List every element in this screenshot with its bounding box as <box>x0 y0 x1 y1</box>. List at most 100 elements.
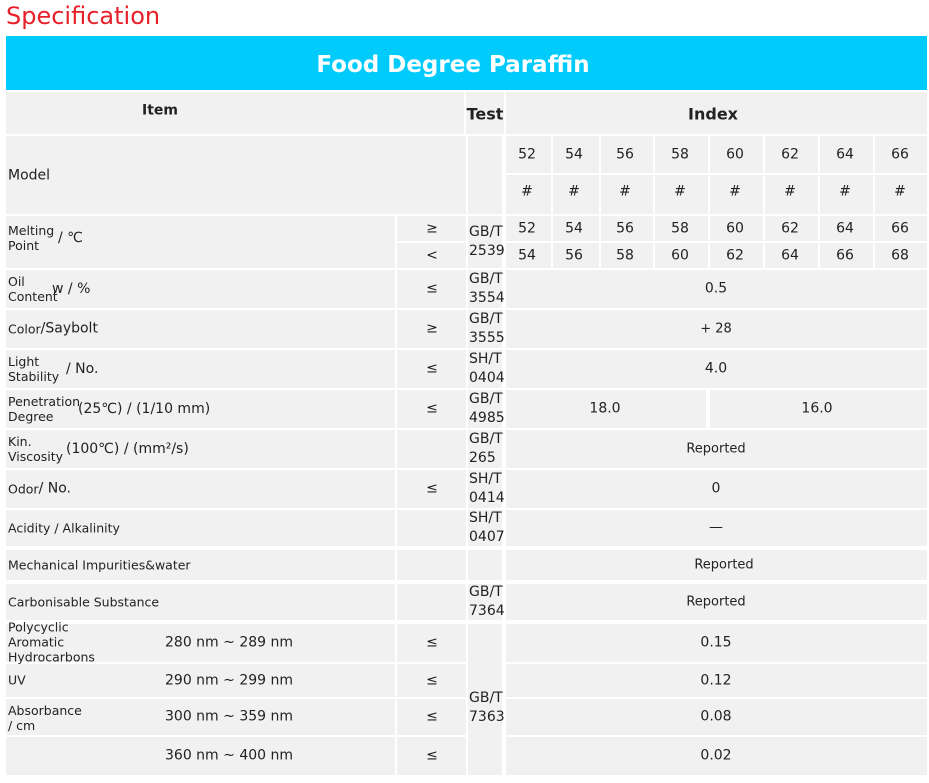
cell-bg <box>655 175 708 214</box>
cell-bg <box>506 270 927 308</box>
cell-bg <box>506 390 706 428</box>
cell-bg <box>468 584 502 620</box>
max-value: 60 <box>671 247 689 264</box>
sign: ≤ <box>426 747 438 764</box>
cell-bg <box>655 136 708 173</box>
grade: 66 <box>891 146 909 163</box>
sign: < <box>426 247 438 264</box>
max-value: 62 <box>726 247 744 264</box>
cell-bg <box>765 136 818 173</box>
grade-mark: # <box>619 183 631 200</box>
min-value: 54 <box>565 220 583 237</box>
cell-bg <box>820 216 873 241</box>
row-unit: / No. <box>38 480 71 497</box>
row-label: Penetration Degree <box>8 394 81 424</box>
test-method: GB/T 7363 <box>469 690 505 725</box>
label-group: Mechanical Impurities&water <box>8 558 191 573</box>
min-value: 52 <box>518 220 536 237</box>
cell-bg <box>6 699 395 735</box>
row-label: Acidity / Alkalinity <box>8 520 120 536</box>
heading: Specification <box>6 2 161 30</box>
min-value: 58 <box>671 220 689 237</box>
grade-mark: # <box>729 183 741 200</box>
cell-bg <box>397 737 466 775</box>
cell-bg <box>506 216 551 241</box>
wavelength-range: 360 nm ~ 400 nm <box>165 747 293 764</box>
row-label: Mechanical Impurities&water <box>8 557 191 573</box>
min-value: 66 <box>891 220 909 237</box>
cell-bg <box>6 664 395 697</box>
cell-bg <box>468 390 502 428</box>
test-method: GB/T 3555 <box>469 311 505 346</box>
index-value: + 28 <box>700 321 732 337</box>
cell-bg <box>397 390 466 428</box>
grade-mark: # <box>521 183 533 200</box>
wavelength-range: 280 nm ~ 289 nm <box>165 634 293 651</box>
sign: ≤ <box>426 480 438 497</box>
cell-bg <box>820 136 873 173</box>
cell-bg <box>875 243 927 268</box>
test-method: SH/T 0407 <box>469 510 505 545</box>
cell-bg <box>710 136 763 173</box>
pah-label: Polycyclic Aromatic Hydrocarbons <box>8 619 95 665</box>
pah-label: UV <box>8 672 26 688</box>
cell-bg <box>506 664 927 697</box>
grade: 58 <box>671 146 689 163</box>
row-label: Kin. Viscosity <box>8 434 64 464</box>
cell-bg <box>6 624 395 662</box>
cell-bg <box>6 584 395 620</box>
label-group: Odor / No. <box>8 480 71 499</box>
cell-bg <box>601 216 653 241</box>
row-unit: / ℃ <box>58 229 83 246</box>
cell-bg <box>468 216 502 268</box>
cell-bg <box>6 550 395 580</box>
cell-bg <box>397 243 466 268</box>
sign: ≤ <box>426 672 438 688</box>
grade-mark: # <box>674 183 686 200</box>
cell-bg <box>875 216 927 241</box>
label-group: Melting Point / ℃ <box>8 223 83 253</box>
cell-bg <box>6 216 395 268</box>
cell-bg <box>553 216 599 241</box>
cell-bg <box>655 243 708 268</box>
cell-bg <box>397 584 466 620</box>
cell-bg <box>468 470 502 508</box>
index-value: 16.0 <box>801 400 833 417</box>
sign: ≤ <box>426 360 438 377</box>
cell-bg <box>6 310 395 348</box>
cell-bg <box>553 175 599 214</box>
header-test: Test <box>466 104 504 124</box>
cell-bg <box>710 390 927 428</box>
cell-bg <box>601 136 653 173</box>
grade-mark: # <box>784 183 796 200</box>
label-group: Light Stability / No. <box>8 354 98 384</box>
row-unit: (100℃) / (mm²/s) <box>66 440 189 457</box>
label-group: Oil Content w / % <box>8 274 90 304</box>
grade: 62 <box>781 146 799 163</box>
row-unit: / No. <box>66 360 99 377</box>
cell-bg <box>397 510 466 546</box>
banner-title: Food Degree Paraffin <box>316 52 590 78</box>
cell-bg <box>397 430 466 468</box>
cell-bg <box>6 737 395 775</box>
cell-bg <box>710 175 763 214</box>
test-method: GB/T 2539 <box>469 224 505 259</box>
cell-bg <box>820 243 873 268</box>
cell-bg <box>468 310 502 348</box>
min-value: 64 <box>836 220 854 237</box>
label-group: Penetration Degree (25℃) / (1/10 mm) <box>8 394 210 424</box>
grade: 54 <box>565 146 583 163</box>
cell-bg <box>875 136 927 173</box>
index-value: 0.08 <box>700 708 732 725</box>
label-group: Color/Saybolt <box>8 320 98 339</box>
cell-bg <box>6 390 395 428</box>
wavelength-range: 300 nm ~ 359 nm <box>165 708 293 725</box>
grade-mark: # <box>568 183 580 200</box>
cell-bg <box>468 510 502 546</box>
banner <box>6 36 927 90</box>
index-value: 4.0 <box>704 360 728 377</box>
cell-bg <box>601 175 653 214</box>
row-label: Oil Content <box>8 274 58 304</box>
cell-bg <box>820 175 873 214</box>
header-item: Item <box>142 102 178 119</box>
